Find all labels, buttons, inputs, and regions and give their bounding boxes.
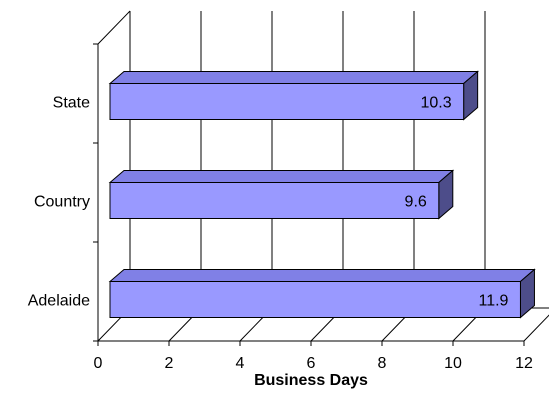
category-label: State — [53, 95, 90, 112]
x-tick-labels: 0 2 4 6 8 10 12 — [94, 355, 533, 372]
bar-state — [109, 83, 465, 120]
bar-top-face — [108, 269, 536, 282]
bar-top-face — [108, 170, 455, 183]
bar-adelaide — [109, 281, 521, 318]
data-label: 11.9 — [478, 293, 508, 310]
data-label: 9.6 — [405, 194, 427, 211]
x-axis-title: Business Days — [254, 372, 368, 389]
grid-layer — [93, 10, 549, 346]
x-tick-label: 12 — [515, 355, 533, 372]
category-label: Country — [34, 194, 90, 211]
data-label: 10.3 — [421, 95, 452, 112]
x-tick-label: 8 — [378, 355, 387, 372]
y-category-labels: State Country Adelaide — [28, 95, 90, 310]
x-tick-label: 4 — [236, 355, 245, 372]
x-tick-label: 6 — [307, 355, 316, 372]
x-tick-label: 0 — [94, 355, 103, 372]
floor-gridline — [523, 314, 549, 342]
x-tick-label: 2 — [165, 355, 174, 372]
category-label: Adelaide — [28, 293, 90, 310]
bar-top-face — [108, 71, 480, 84]
x-tick-label: 10 — [444, 355, 462, 372]
bar-country — [109, 182, 440, 219]
bar-layer: 10.3 9.6 11.9 — [108, 70, 536, 319]
side-wall-top-edge — [97, 10, 131, 45]
